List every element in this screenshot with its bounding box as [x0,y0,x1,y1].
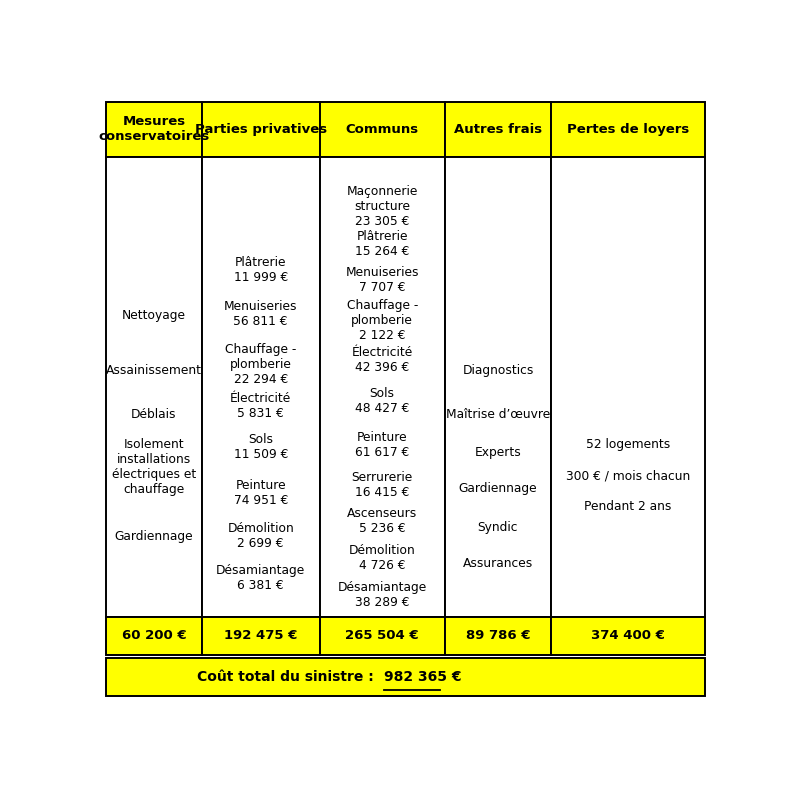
Text: Maîtrise d’œuvre: Maîtrise d’œuvre [446,408,550,421]
Bar [551,102,705,157]
Text: Assainissement: Assainissement [106,364,202,377]
Text: 52 logements: 52 logements [586,438,670,451]
Text: 265 504 €: 265 504 € [346,630,419,642]
Bar [202,102,320,157]
Text: Menuiseries
7 707 €: Menuiseries 7 707 € [346,265,419,294]
Text: Assurances: Assurances [463,557,533,570]
Bar [202,157,320,617]
Bar [551,157,705,617]
Text: Pendant 2 ans: Pendant 2 ans [585,500,672,513]
Text: 982 365 €: 982 365 € [384,670,461,684]
Text: Peinture
74 951 €: Peinture 74 951 € [233,480,288,507]
Text: Désamiantage
38 289 €: Désamiantage 38 289 € [338,581,427,608]
Bar [445,157,551,617]
Bar [202,617,320,655]
Text: Isolement
installations
électriques et
chauffage: Isolement installations électriques et c… [112,438,196,496]
Text: Désamiantage
6 381 €: Désamiantage 6 381 € [216,563,305,592]
Text: Nettoyage: Nettoyage [122,309,186,322]
Text: Diagnostics: Diagnostics [462,364,534,377]
Text: Serrurerie
16 415 €: Serrurerie 16 415 € [351,471,413,499]
Text: Maçonnerie
structure
23 305 €: Maçonnerie structure 23 305 € [346,185,418,228]
Text: Chauffage -
plomberie
2 122 €: Chauffage - plomberie 2 122 € [346,299,418,341]
Text: Experts: Experts [475,446,521,458]
Bar [106,617,202,655]
Text: Chauffage -
plomberie
22 294 €: Chauffage - plomberie 22 294 € [225,343,297,386]
Text: Gardiennage: Gardiennage [459,483,537,495]
Text: Peinture
61 617 €: Peinture 61 617 € [355,431,409,459]
Text: 374 400 €: 374 400 € [591,630,665,642]
Text: Mesures
conservatoires: Mesures conservatoires [98,115,210,144]
Text: Syndic: Syndic [478,521,518,533]
Text: Menuiseries
56 811 €: Menuiseries 56 811 € [224,300,297,328]
Text: Coût total du sinistre :: Coût total du sinistre : [198,670,384,684]
Text: Parties privatives: Parties privatives [195,123,327,136]
Text: Électricité
42 396 €: Électricité 42 396 € [351,346,413,374]
Text: Sols
48 427 €: Sols 48 427 € [355,388,410,416]
Text: Pertes de loyers: Pertes de loyers [567,123,689,136]
Text: 89 786 €: 89 786 € [466,630,530,642]
Text: Plâtrerie
15 264 €: Plâtrerie 15 264 € [355,230,410,258]
Text: 300 € / mois chacun: 300 € / mois chacun [566,470,690,483]
Bar [320,617,445,655]
Bar [445,102,551,157]
Bar [320,102,445,157]
Bar [106,658,705,696]
Bar [106,102,202,157]
Text: Électricité
5 831 €: Électricité 5 831 € [230,392,291,420]
Bar [551,617,705,655]
Text: 60 200 €: 60 200 € [122,630,186,642]
Text: 192 475 €: 192 475 € [224,630,297,642]
Text: Plâtrerie
11 999 €: Plâtrerie 11 999 € [233,255,288,284]
Text: Déblais: Déblais [131,408,176,421]
Text: Démolition
2 699 €: Démolition 2 699 € [227,521,294,550]
Text: Gardiennage: Gardiennage [115,530,193,543]
Text: Démolition
4 726 €: Démolition 4 726 € [349,544,415,572]
Text: Ascenseurs
5 236 €: Ascenseurs 5 236 € [347,507,418,535]
Bar [106,157,202,617]
Text: Sols
11 509 €: Sols 11 509 € [233,433,288,461]
Text: Communs: Communs [346,123,418,136]
Bar [445,617,551,655]
Text: Autres frais: Autres frais [454,123,542,136]
Bar [320,157,445,617]
